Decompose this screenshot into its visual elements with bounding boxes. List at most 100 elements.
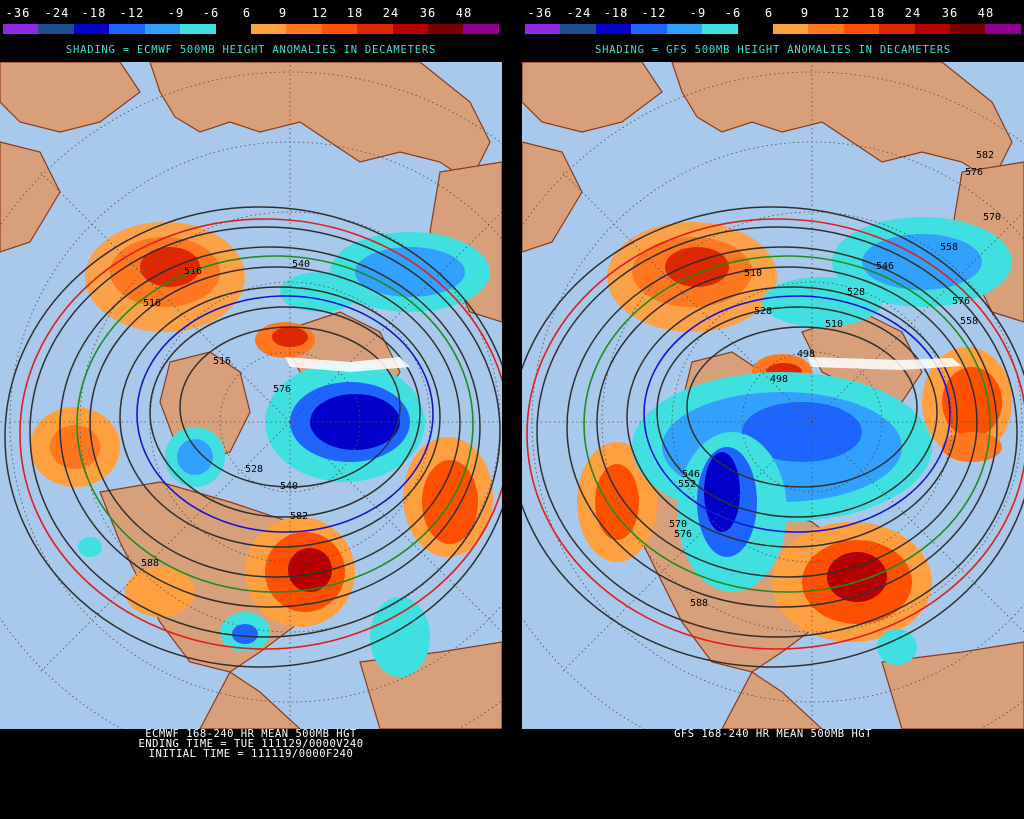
map-canvas: 516 516 516 540 576 528 540 582 588 bbox=[0, 62, 502, 729]
contour-label: 588 bbox=[690, 598, 708, 609]
contour-label: 558 bbox=[940, 242, 958, 253]
colorbar-swatch bbox=[808, 24, 844, 34]
colorbar-label: 36 bbox=[941, 6, 959, 20]
contour-labels: 582 576 570 558 546 528 510 510 498 498 … bbox=[669, 150, 1001, 609]
colorbar-label: 9 bbox=[278, 6, 288, 20]
colorbar-label: -9 bbox=[167, 6, 185, 20]
contour-label: 528 bbox=[754, 306, 772, 317]
colorbar-swatch bbox=[560, 24, 596, 34]
colorbar-label: -18 bbox=[81, 6, 107, 20]
contour-label: 570 bbox=[669, 519, 687, 530]
height-contours bbox=[4, 206, 502, 668]
colorbar-label: 48 bbox=[455, 6, 473, 20]
map-footer: GFS 168-240 HR MEAN 500MB HGT bbox=[522, 728, 1024, 740]
contour-label: 516 bbox=[184, 266, 202, 277]
contour-label: 582 bbox=[290, 511, 308, 522]
colorbar-swatch bbox=[914, 24, 951, 34]
colorbar-swatch bbox=[737, 24, 773, 34]
map-title: SHADING = GFS 500MB HEIGHT ANOMALIES IN … bbox=[594, 44, 952, 56]
contour-red bbox=[526, 218, 1024, 650]
colorbar-swatch bbox=[38, 24, 74, 34]
colorbar-label: 24 bbox=[382, 6, 400, 20]
colorbar-label: -12 bbox=[641, 6, 667, 20]
colorbar-label: -36 bbox=[5, 6, 31, 20]
contour-label: 588 bbox=[141, 558, 159, 569]
ecmwf-panel: -36 -24 -18 -12 -9 -6 6 9 12 18 24 36 48… bbox=[0, 0, 502, 819]
contour-label: 576 bbox=[952, 296, 970, 307]
contour-label: 540 bbox=[280, 481, 298, 492]
contour-label: 528 bbox=[245, 464, 263, 475]
colorbar-label: 24 bbox=[904, 6, 922, 20]
colorbar-swatch bbox=[73, 24, 110, 34]
map-footer: ECMWF 168-240 HR MEAN 500MB HGT ENDING T… bbox=[0, 728, 502, 760]
colorbar-swatch bbox=[180, 24, 216, 34]
colorbar-labels: -36 -24 -18 -12 -9 -6 6 9 12 18 24 36 48 bbox=[0, 6, 502, 20]
footer-line: ECMWF 168-240 HR MEAN 500MB HGT bbox=[145, 728, 357, 740]
contour-green bbox=[76, 255, 474, 593]
colorbar-label: 12 bbox=[311, 6, 329, 20]
colorbar-label: 6 bbox=[242, 6, 252, 20]
gfs-map: 582 576 570 558 546 528 510 510 498 498 … bbox=[522, 62, 1024, 729]
contour-red bbox=[19, 218, 502, 650]
contour-label: 546 bbox=[876, 261, 894, 272]
missing-data-streak bbox=[807, 357, 962, 370]
height-contours bbox=[522, 206, 1024, 668]
contour-label: 498 bbox=[797, 349, 815, 360]
colorbar-label: 18 bbox=[868, 6, 886, 20]
contour-label: 510 bbox=[825, 319, 843, 330]
gfs-panel: -36 -24 -18 -12 -9 -6 6 9 12 18 24 36 48… bbox=[522, 0, 1024, 819]
footer-line: INITIAL TIME = 111119/0000F240 bbox=[148, 748, 354, 760]
contour-label: 552 bbox=[678, 479, 696, 490]
colorbar-label: -18 bbox=[603, 6, 629, 20]
colorbar-swatch bbox=[595, 24, 632, 34]
contour-label: 528 bbox=[847, 287, 865, 298]
contour-blue bbox=[136, 295, 434, 533]
missing-data-streak bbox=[285, 357, 410, 372]
contour-label: 570 bbox=[983, 212, 1001, 223]
contour-blue bbox=[643, 295, 951, 533]
contour-label: 516 bbox=[143, 298, 161, 309]
colorbar-swatch bbox=[286, 24, 322, 34]
contour-green bbox=[583, 255, 991, 593]
contour-label: 576 bbox=[674, 529, 692, 540]
footer-line: GFS 168-240 HR MEAN 500MB HGT bbox=[674, 728, 872, 740]
colorbar-swatch bbox=[109, 24, 145, 34]
colorbar-swatch bbox=[463, 24, 499, 34]
colorbar-label: -6 bbox=[724, 6, 742, 20]
colorbar-swatch bbox=[144, 24, 181, 34]
contour-label: 498 bbox=[770, 374, 788, 385]
colorbar-swatch bbox=[250, 24, 287, 34]
colorbar-swatch bbox=[666, 24, 703, 34]
colorbar-label: 36 bbox=[419, 6, 437, 20]
colorbar-swatch bbox=[772, 24, 809, 34]
panel-divider bbox=[502, 0, 522, 819]
contour-label: 558 bbox=[960, 316, 978, 327]
colorbar-swatch bbox=[321, 24, 358, 34]
colorbar-swatch bbox=[843, 24, 880, 34]
contour-label: 576 bbox=[273, 384, 291, 395]
colorbar-swatches bbox=[3, 24, 499, 34]
colorbar-label: 6 bbox=[764, 6, 774, 20]
colorbar-swatch bbox=[3, 24, 39, 34]
colorbar-label: 12 bbox=[833, 6, 851, 20]
colorbar-labels: -36 -24 -18 -12 -9 -6 6 9 12 18 24 36 48 bbox=[522, 6, 1024, 20]
colorbar-label: -24 bbox=[566, 6, 592, 20]
colorbar-swatch bbox=[631, 24, 667, 34]
map-canvas: 582 576 570 558 546 528 510 510 498 498 … bbox=[522, 62, 1024, 729]
footer-line: ENDING TIME = TUE 111129/0000V240 bbox=[138, 738, 364, 750]
contour-label: 516 bbox=[213, 356, 231, 367]
colorbar: -36 -24 -18 -12 -9 -6 6 9 12 18 24 36 48 bbox=[522, 0, 1024, 36]
colorbar-label: -24 bbox=[44, 6, 70, 20]
ecmwf-map: 516 516 516 540 576 528 540 582 588 bbox=[0, 62, 502, 729]
colorbar-swatch bbox=[950, 24, 986, 34]
contour-label: 540 bbox=[292, 259, 310, 270]
colorbar: -36 -24 -18 -12 -9 -6 6 9 12 18 24 36 48 bbox=[0, 0, 502, 36]
map-title: SHADING = ECMWF 500MB HEIGHT ANOMALIES I… bbox=[65, 44, 437, 56]
colorbar-label: -12 bbox=[119, 6, 145, 20]
colorbar-label: 18 bbox=[346, 6, 364, 20]
contour-label: 546 bbox=[682, 469, 700, 480]
colorbar-label: -36 bbox=[527, 6, 553, 20]
colorbar-label: 9 bbox=[800, 6, 810, 20]
colorbar-swatch bbox=[392, 24, 429, 34]
contour-label: 510 bbox=[744, 268, 762, 279]
